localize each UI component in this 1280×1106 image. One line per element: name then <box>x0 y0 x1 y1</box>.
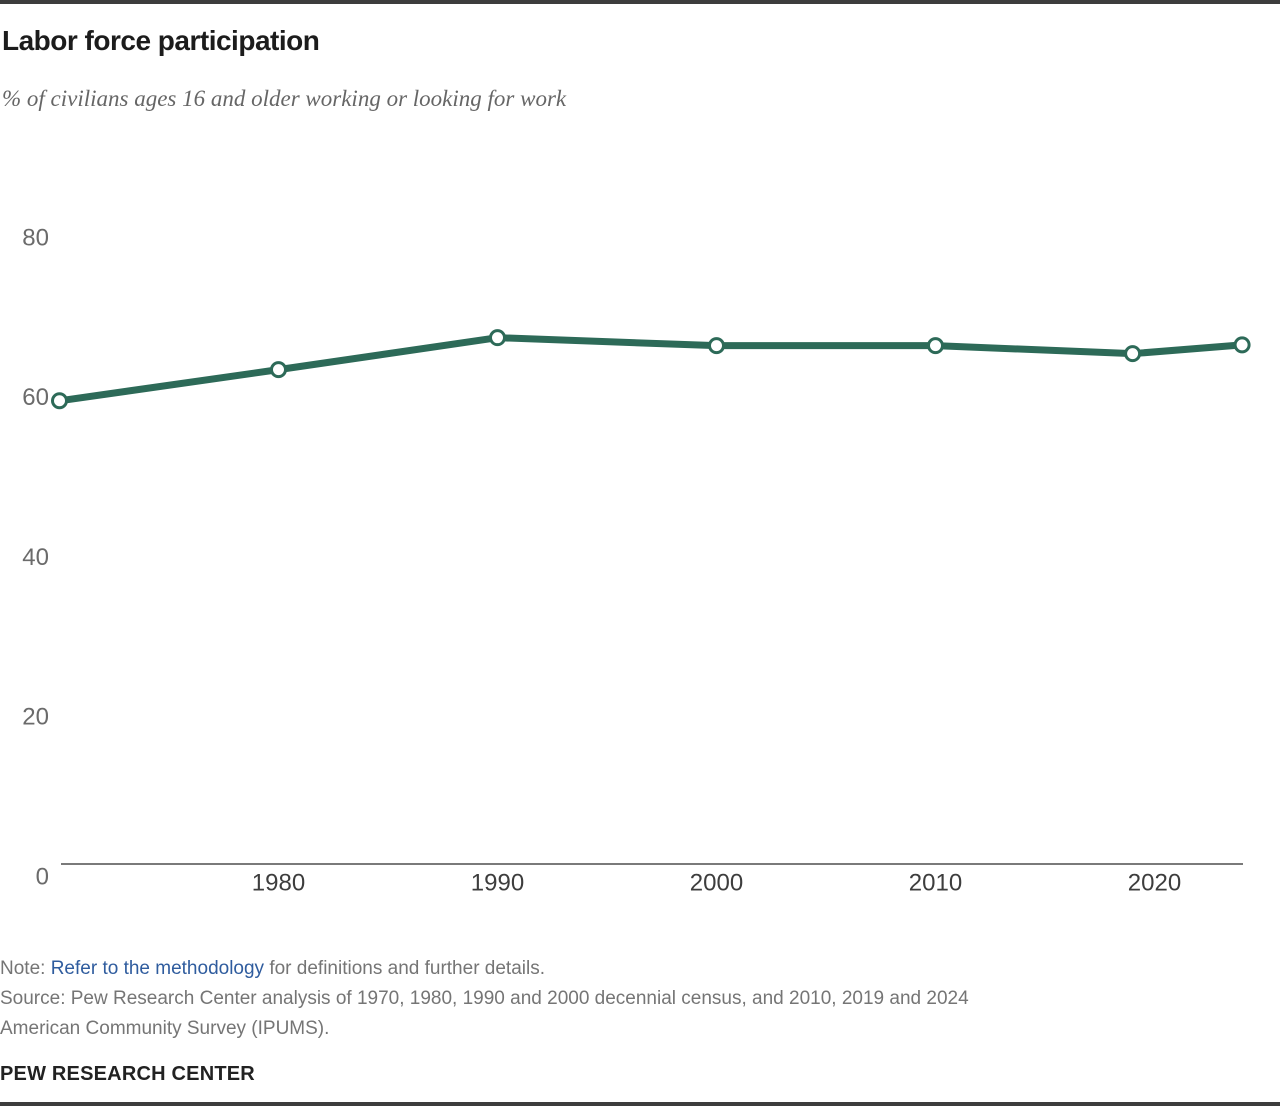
x-axis-tick-label: 2010 <box>909 870 962 897</box>
note-prefix: Note: <box>0 958 51 979</box>
data-point-1980 <box>270 361 287 379</box>
note-suffix: for definitions and further details. <box>264 958 545 979</box>
data-point-1990 <box>489 329 506 347</box>
y-axis-tick-label: 40 <box>22 544 49 571</box>
line-chart: 0 20 40 60 80 1980 1990 2000 2010 2020 <box>22 224 1251 897</box>
data-point-2010 <box>927 337 944 355</box>
y-axis-tick-label: 0 <box>36 864 49 891</box>
chart-note: Note: Refer to the methodology for defin… <box>0 954 1280 984</box>
data-point-1970 <box>51 392 68 410</box>
x-axis-tick-label: 2000 <box>690 870 743 897</box>
x-axis-tick-label: 1990 <box>471 870 524 897</box>
x-axis-tick-label: 1980 <box>252 870 305 897</box>
brand-footer: PEW RESEARCH CENTER <box>0 1063 255 1085</box>
chart-subtitle: % of civilians ages 16 and older working… <box>2 86 567 111</box>
data-point-2024 <box>1233 336 1251 354</box>
trend-line <box>56 334 1246 405</box>
y-axis-tick-label: 20 <box>22 704 49 731</box>
chart-title: Labor force participation <box>2 25 320 56</box>
chart-source: Source: Pew Research Center analysis of … <box>0 988 969 1039</box>
y-axis-tick-label: 60 <box>22 384 49 411</box>
data-point-2019 <box>1124 345 1142 363</box>
methodology-link[interactable]: Refer to the methodology <box>50 958 265 979</box>
chart-card: Labor force participation % of civilians… <box>0 24 1280 1084</box>
data-point-2000 <box>708 337 725 355</box>
y-axis-tick-label: 80 <box>22 224 49 251</box>
x-axis-tick-label: 2020 <box>1128 870 1181 897</box>
